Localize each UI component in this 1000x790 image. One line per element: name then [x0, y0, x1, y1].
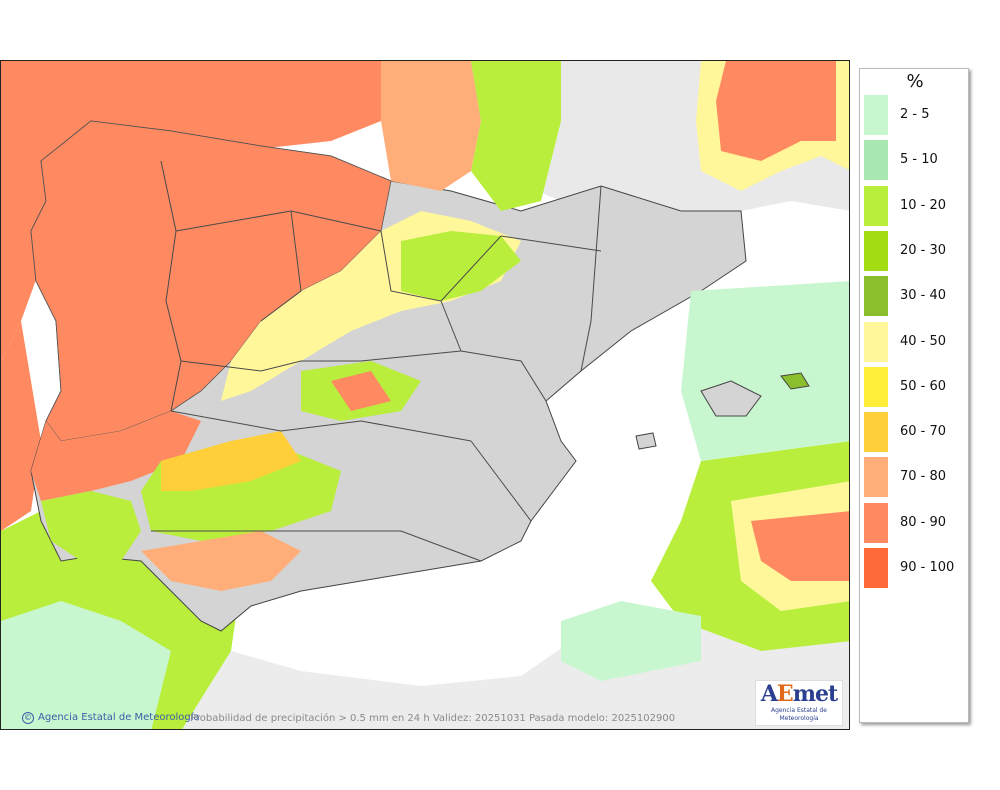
legend-swatch — [864, 548, 888, 588]
legend-label: 60 - 70 — [900, 424, 947, 440]
legend-label: 2 - 5 — [900, 107, 930, 122]
legend-item: 80 - 90 — [864, 502, 964, 543]
legend-label: 10 - 20 — [900, 197, 947, 213]
legend-label: 20 - 30 — [900, 242, 947, 258]
legend-item: 90 - 100 — [864, 548, 964, 588]
legend-swatch — [864, 502, 888, 543]
region-borders — [151, 160, 602, 562]
credit-line: © Agencia Estatal de Meteorología — [22, 712, 200, 724]
biscay-orange — [381, 61, 481, 191]
menorca — [780, 372, 810, 390]
legend-unit: % — [906, 71, 924, 92]
legend-label: 50 - 60 — [900, 378, 947, 394]
east-med-red — [751, 511, 849, 581]
legend-swatch — [864, 95, 888, 135]
lion-red — [716, 61, 836, 161]
legend-item: 20 - 30 — [864, 230, 964, 271]
legend: % 2 - 5 5 - 10 10 - 20 20 - 30 30 - 40 40 - 5… — [859, 68, 969, 723]
aemet-logo-word: AEmet — [760, 681, 838, 707]
legend-label: 40 - 50 — [900, 333, 947, 349]
legend-item: 5 - 10 — [864, 140, 964, 181]
legend-item: 30 - 40 — [864, 276, 964, 317]
legend-label: 90 - 100 — [900, 560, 955, 575]
legend-swatch — [864, 366, 888, 407]
atlantic-high-prob-south — [1, 321, 41, 531]
atlantic-pale — [1, 601, 171, 729]
credit-text: Agencia Estatal de Meteorología — [38, 712, 200, 723]
legend-swatch — [864, 185, 888, 226]
aemet-logo-subtitle: Agencia Estatal de Meteorología — [770, 707, 827, 722]
balearic-pale — [681, 281, 849, 461]
copyright-icon: © — [22, 712, 34, 724]
northwest-high-prob — [30, 120, 392, 442]
legend-swatch — [864, 457, 888, 498]
legend-swatch — [864, 276, 888, 317]
legend-item: 10 - 20 — [864, 185, 964, 226]
ibiza — [635, 432, 657, 450]
south-orange — [141, 531, 301, 591]
legend-item: 60 - 70 — [864, 412, 964, 453]
legend-swatch — [864, 230, 888, 271]
legend-swatch — [864, 412, 888, 453]
legend-swatch — [864, 140, 888, 181]
alboran-pale — [561, 601, 701, 681]
legend-item: 2 - 5 — [864, 95, 964, 135]
legend-item: 50 - 60 — [864, 366, 964, 407]
central-red-patch — [331, 371, 391, 411]
legend-item: 70 - 80 — [864, 457, 964, 498]
center-orange — [161, 431, 301, 491]
legend-label: 5 - 10 — [900, 152, 938, 168]
legend-item: 40 - 50 — [864, 321, 964, 362]
france-green — [471, 61, 561, 211]
aemet-logo: AEmet Agencia Estatal de Meteorología — [755, 680, 843, 726]
legend-label: 70 - 80 — [900, 469, 947, 485]
portugal-south-green — [41, 491, 141, 561]
portugal-high-prob — [31, 411, 201, 501]
legend-swatch — [864, 321, 888, 362]
map-canvas — [1, 61, 849, 729]
map-caption: Probabilidad de precipitación > 0.5 mm e… — [190, 713, 676, 724]
north-green — [401, 231, 521, 301]
mallorca — [700, 380, 762, 417]
legend-label: 30 - 40 — [900, 288, 947, 304]
legend-label: 80 - 90 — [900, 514, 947, 530]
precipitation-probability-map — [0, 60, 850, 730]
